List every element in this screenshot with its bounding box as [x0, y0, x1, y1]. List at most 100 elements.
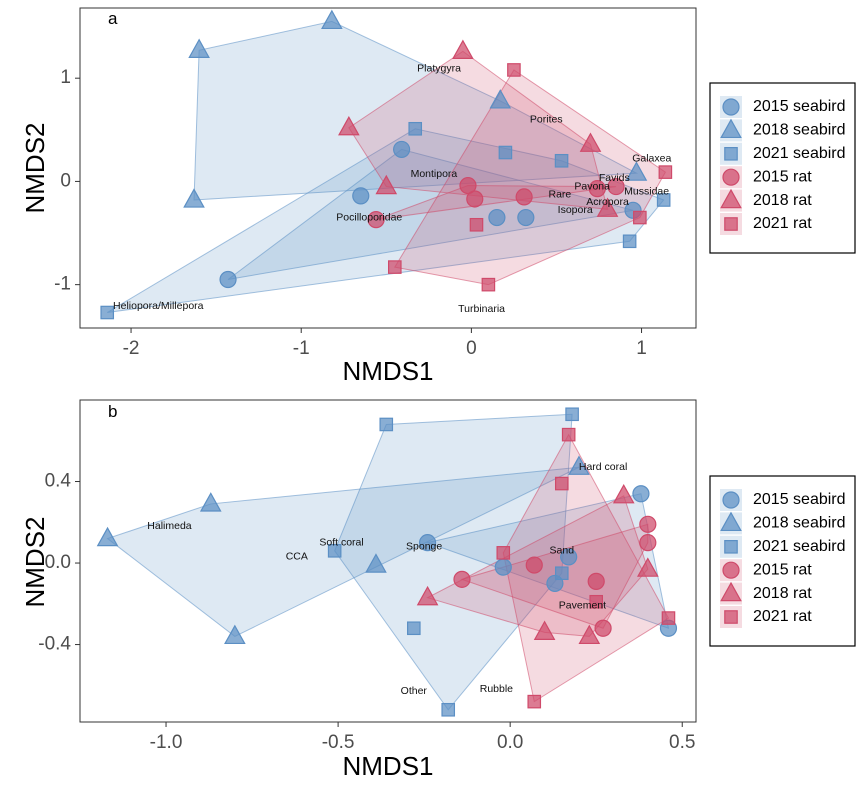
point-2018-seabird	[321, 9, 343, 30]
legend-key-2018-seabird	[720, 511, 742, 532]
legend-label: 2018 rat	[753, 192, 812, 209]
y-tick-label: 0.0	[45, 552, 71, 573]
point-2015-seabird	[219, 270, 237, 289]
point-2015-rat	[466, 190, 484, 208]
legend-label: 2018 rat	[753, 585, 812, 602]
hull-2015-seabird	[227, 148, 634, 280]
legend-label: 2021 seabird	[753, 145, 846, 162]
point-2021-rat	[589, 594, 604, 609]
point-2018-seabird	[489, 89, 512, 109]
point-2015-rat	[515, 188, 533, 206]
x-tick-label: 0.5	[669, 732, 695, 753]
panel-b-x-axis-title: NMDS1	[342, 751, 433, 781]
y-tick-label: -1	[54, 274, 71, 295]
panel-b: Hard coral Halimeda Soft coral CCA Sponge San…	[20, 399, 697, 781]
annotation-label: Porites	[530, 113, 563, 125]
legend-key-2018-seabird	[720, 118, 742, 139]
point-2015-seabird	[352, 187, 370, 205]
point-2021-rat	[527, 694, 542, 709]
point-2018-seabird	[365, 553, 387, 573]
point-2018-seabird	[96, 526, 119, 547]
legend-key-2015-seabird	[722, 98, 740, 116]
point-2021-rat	[554, 476, 569, 491]
panel-a: Platygyra Porites Galaxea Montipora FavidsPa…	[20, 7, 697, 386]
point-2018-rat	[612, 483, 635, 504]
point-2015-seabird	[632, 485, 650, 503]
annotation-label: Rubble	[480, 683, 513, 695]
hull-2018-seabird	[193, 20, 639, 201]
annotation-label: Sand	[550, 545, 575, 557]
annotation-label: Heliopora/Millepora	[113, 300, 204, 312]
panel-a-hulls	[106, 20, 667, 314]
legend-key-2015-rat	[722, 168, 740, 186]
legend-label: 2021 rat	[753, 215, 812, 232]
point-2021-seabird	[407, 621, 421, 636]
y-tick-label: -0.4	[38, 634, 71, 655]
annotation-label: Sponge	[406, 541, 442, 553]
annotation-label: Platygyra	[417, 63, 461, 75]
panel-b-y-axis-title: NMDS2	[20, 516, 50, 607]
annotation-label: Pavona	[574, 180, 610, 192]
hull-2015-rat	[375, 185, 617, 221]
point-2021-seabird	[100, 305, 115, 320]
legend-label: 2015 seabird	[753, 491, 846, 508]
legend-key-2015-rat	[722, 561, 740, 579]
point-2021-seabird	[554, 566, 569, 581]
hull-2021-seabird	[334, 413, 573, 711]
point-2021-seabird	[441, 702, 456, 717]
point-2015-seabird	[560, 548, 578, 566]
legend-label: 2018 seabird	[753, 122, 846, 139]
legend-label: 2021 rat	[753, 608, 812, 625]
legend-label: 2018 seabird	[753, 515, 846, 532]
panel-b-points	[96, 407, 678, 717]
point-2015-seabird	[494, 558, 512, 576]
panel-a-points	[100, 9, 673, 320]
annotation-label: Isopora	[558, 204, 593, 216]
point-2021-rat	[469, 217, 484, 232]
legend-key-2015-seabird	[722, 491, 740, 509]
point-2018-rat	[338, 115, 360, 136]
panel-b-ticks: -1.0 -0.5 0.0 0.5 -0.4 0.0 0.4	[38, 471, 695, 753]
legend-label: 2015 rat	[753, 561, 812, 578]
point-2018-rat	[416, 585, 439, 606]
legend-key-2021-rat	[724, 610, 738, 624]
panel-b-annotations: Hard coral Halimeda Soft coral CCA Sponge San…	[147, 461, 627, 697]
point-2015-rat	[587, 572, 605, 590]
point-2018-seabird	[568, 455, 590, 475]
annotation-label: Montipora	[411, 168, 458, 180]
point-2015-seabird	[418, 534, 437, 552]
annotation-label: Hard coral	[579, 461, 627, 473]
point-2021-seabird	[565, 407, 579, 422]
annotation-label: CCA	[286, 551, 308, 563]
point-2021-rat	[388, 260, 402, 274]
annotation-label: Mussidae	[624, 186, 669, 198]
point-2018-seabird	[224, 624, 246, 645]
panel-a-y-axis-title: NMDS2	[20, 122, 50, 213]
point-2015-rat	[367, 211, 385, 229]
point-2015-rat	[607, 177, 625, 196]
annotation-label: Pavement	[559, 600, 606, 612]
legend-label: 2021 seabird	[753, 538, 846, 555]
point-2021-seabird	[622, 234, 637, 249]
legend-key-2021-seabird	[724, 147, 738, 161]
panel-a-label: a	[108, 9, 118, 28]
y-tick-label: 0.4	[45, 471, 72, 492]
x-tick-label: -0.5	[322, 732, 355, 753]
annotation-label: Galaxea	[632, 152, 671, 164]
point-2015-rat	[639, 515, 657, 533]
annotation-label: Acropora	[586, 196, 629, 208]
x-tick-label: -2	[123, 338, 140, 359]
point-2015-seabird	[517, 208, 535, 227]
legend-panel-a: 2015 seabird 2018 seabird 2021 seabird 2015…	[709, 82, 856, 254]
point-2018-rat	[375, 174, 398, 195]
panel-a-ticks: -2 -1 0 1 -1 0 1	[54, 67, 647, 359]
legend-label: 2015 rat	[753, 168, 812, 185]
legend-panel-b: 2015 seabird 2018 seabird 2021 seabird 2015…	[709, 475, 856, 647]
legend-key-2018-rat	[720, 581, 742, 602]
point-2021-rat	[496, 546, 511, 560]
point-2018-rat	[596, 197, 619, 217]
point-2015-rat	[453, 570, 471, 588]
legend-key-2021-seabird	[724, 539, 738, 554]
point-2018-rat	[533, 620, 556, 640]
